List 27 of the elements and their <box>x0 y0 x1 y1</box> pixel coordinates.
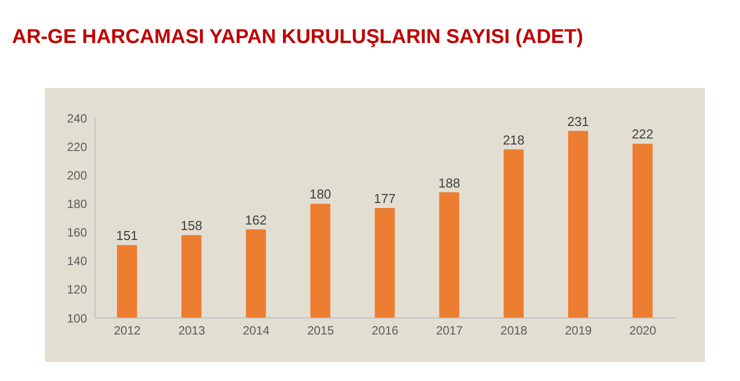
x-tick-label: 2015 <box>307 324 334 338</box>
y-tick-label: 160 <box>66 226 88 240</box>
data-label: 158 <box>180 218 202 234</box>
y-tick-label: 120 <box>66 282 88 297</box>
y-tick-label: 180 <box>66 196 88 211</box>
data-label: 188 <box>438 175 460 190</box>
x-tick-label: 2017 <box>436 324 464 338</box>
data-label: 162 <box>245 212 267 228</box>
x-tick-label: 2013 <box>178 324 206 338</box>
x-tick-label: 2019 <box>564 324 592 338</box>
x-tick-label: 2014 <box>242 324 270 338</box>
data-label: 180 <box>309 186 332 202</box>
y-tick-label: 100 <box>66 311 88 326</box>
data-label: 222 <box>632 126 654 142</box>
x-tick-label: 2020 <box>629 324 656 338</box>
data-label: 151 <box>116 228 138 244</box>
data-label: 231 <box>567 114 589 129</box>
x-tick-label: 2018 <box>500 324 528 338</box>
y-tick-label: 200 <box>66 168 88 182</box>
y-tick-label: 220 <box>66 140 88 154</box>
x-tick-label: 2016 <box>372 324 399 338</box>
chart-title: AR-GE HARCAMASI YAPAN KURULUŞLARIN SAYISI (ADET) <box>12 26 584 49</box>
data-label: 177 <box>374 191 396 206</box>
y-tick-label: 140 <box>66 254 88 268</box>
y-tick-label: 240 <box>66 111 88 126</box>
x-tick-label: 2012 <box>114 324 141 338</box>
data-label: 218 <box>502 132 525 148</box>
